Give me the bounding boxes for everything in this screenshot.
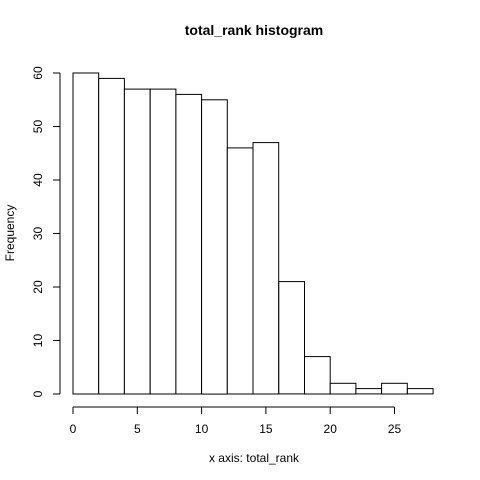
- x-tick-label: 0: [70, 422, 77, 436]
- histogram-bar: [123, 88, 151, 395]
- histogram-bar: [72, 72, 100, 395]
- histogram-bar: [98, 77, 125, 395]
- histogram-bar: [201, 99, 228, 395]
- chart-title: total_rank histogram: [185, 22, 323, 38]
- histogram-bar: [175, 93, 203, 395]
- x-tick-label: 15: [259, 422, 273, 436]
- histogram-bar: [226, 147, 254, 395]
- y-tick-label: 20: [31, 280, 45, 294]
- y-tick-label: 50: [31, 120, 45, 134]
- y-tick-label: 0: [31, 390, 45, 397]
- x-tick-label: 20: [324, 422, 338, 436]
- histogram-bar: [406, 388, 434, 395]
- y-tick-label: 10: [31, 334, 45, 348]
- x-axis: 0 5 10 15 20 25: [70, 406, 402, 436]
- histogram-bar: [252, 142, 280, 395]
- bars-group: [72, 72, 434, 395]
- histogram-bar: [329, 382, 357, 395]
- y-tick-label: 30: [31, 227, 45, 241]
- x-tick-label: 25: [388, 422, 402, 436]
- histogram-bar: [278, 281, 305, 395]
- y-axis: 0 10 20 30 40 50 60: [31, 66, 61, 397]
- y-tick-label: 60: [31, 66, 45, 80]
- histogram-bar: [355, 388, 383, 395]
- histogram-bar: [381, 382, 408, 395]
- x-tick-label: 5: [134, 422, 141, 436]
- x-axis-label: x axis: total_rank: [209, 451, 300, 465]
- histogram-bar: [304, 356, 331, 395]
- x-tick-label: 10: [195, 422, 209, 436]
- y-axis-label: Frequency: [3, 205, 17, 262]
- y-tick-label: 40: [31, 173, 45, 187]
- histogram-bar: [149, 88, 177, 395]
